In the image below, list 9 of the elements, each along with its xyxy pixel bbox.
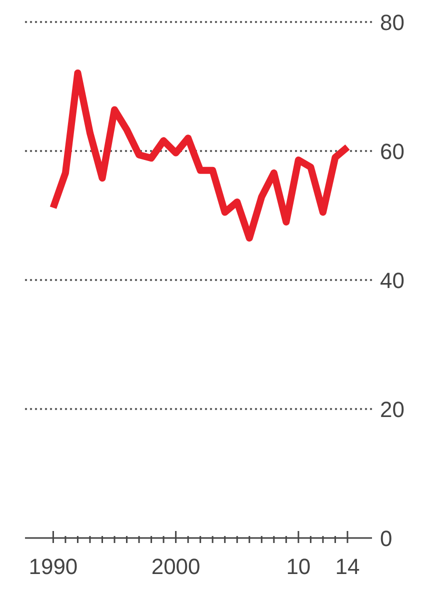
y-tick-label: 20 <box>380 396 404 422</box>
y-tick-label: 40 <box>380 268 404 293</box>
y-tick-label: 80 <box>380 10 404 35</box>
y-tick-label: 60 <box>380 138 404 164</box>
y-tick-label: 0 <box>380 526 392 551</box>
x-tick-label: 14 <box>335 554 360 579</box>
x-tick-label: 1990 <box>28 554 78 579</box>
x-tick-label: 2000 <box>151 554 200 579</box>
x-tick-label: 10 <box>286 554 311 579</box>
